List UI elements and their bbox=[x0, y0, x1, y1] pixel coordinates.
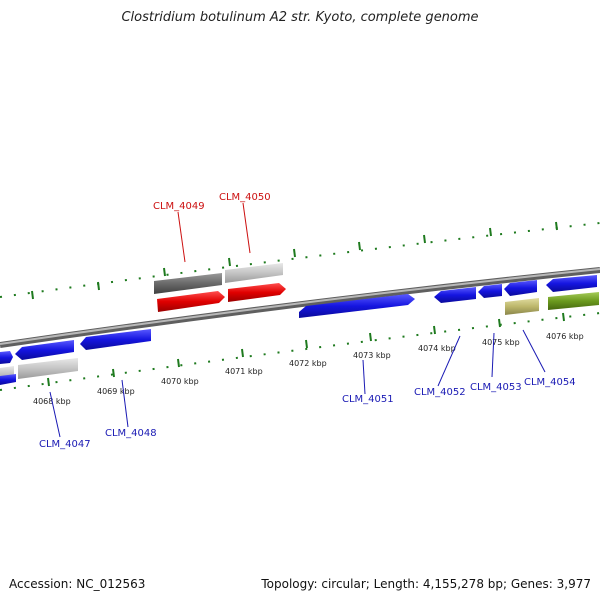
gene-blue-left-edge-low[interactable] bbox=[0, 374, 16, 385]
gene-label-clm-4049: CLM_4049 bbox=[153, 201, 205, 212]
genome-title: Clostridium botulinum A2 str. Kyoto, com… bbox=[121, 10, 479, 25]
gene-blue-right-a[interactable] bbox=[504, 280, 537, 296]
accession-text: Accession: NC_012563 bbox=[9, 577, 146, 591]
gene-clm-4047-bar[interactable] bbox=[18, 358, 78, 379]
ruler-upper bbox=[0, 221, 600, 300]
gene-blue-left-edge[interactable] bbox=[0, 351, 13, 364]
ruler-label-4072: 4072 kbp bbox=[289, 359, 327, 368]
ruler-label-4070: 4070 kbp bbox=[161, 377, 199, 386]
gene-label-clm-4050: CLM_4050 bbox=[219, 192, 271, 203]
ruler-label-4076: 4076 kbp bbox=[546, 332, 584, 341]
gene-clm-4050-bar[interactable] bbox=[225, 263, 283, 283]
ruler-label-4074: 4074 kbp bbox=[418, 344, 456, 353]
gene-clm-4049-bar[interactable] bbox=[154, 273, 222, 294]
ruler-label-4073: 4073 kbp bbox=[353, 351, 391, 360]
gene-label-clm-4048: CLM_4048 bbox=[105, 428, 157, 439]
gene-blue-left-a[interactable] bbox=[15, 340, 74, 360]
gene-red-a[interactable] bbox=[157, 291, 225, 312]
gene-blue-right-b[interactable] bbox=[546, 275, 597, 292]
leader-lines bbox=[49, 202, 546, 438]
gene-red-b[interactable] bbox=[228, 283, 286, 302]
gene-label-clm-4047: CLM_4047 bbox=[39, 439, 91, 450]
gene-clm-4052[interactable] bbox=[434, 287, 476, 303]
gene-label-clm-4054: CLM_4054 bbox=[524, 377, 576, 388]
genome-summary-text: Topology: circular; Length: 4,155,278 bp… bbox=[261, 577, 591, 591]
gene-label-clm-4051: CLM_4051 bbox=[342, 394, 394, 405]
gene-blue-left-b[interactable] bbox=[80, 329, 151, 350]
gene-clm-4054-khaki[interactable] bbox=[505, 298, 539, 315]
gene-label-clm-4053: CLM_4053 bbox=[470, 382, 522, 393]
ruler-label-4075: 4075 kbp bbox=[482, 338, 520, 347]
ruler-lower bbox=[0, 312, 600, 391]
gene-labels: CLM_4049 CLM_4050 CLM_4047 CLM_4048 CLM_… bbox=[39, 192, 576, 450]
gene-olive[interactable] bbox=[548, 292, 599, 310]
backbone bbox=[0, 267, 600, 348]
ruler-label-4069: 4069 kbp bbox=[97, 387, 135, 396]
gene-label-clm-4052: CLM_4052 bbox=[414, 387, 466, 398]
gene-clm-4053[interactable] bbox=[478, 284, 502, 298]
ruler-label-4071: 4071 kbp bbox=[225, 367, 263, 376]
gene-clm-4051[interactable] bbox=[299, 294, 415, 318]
